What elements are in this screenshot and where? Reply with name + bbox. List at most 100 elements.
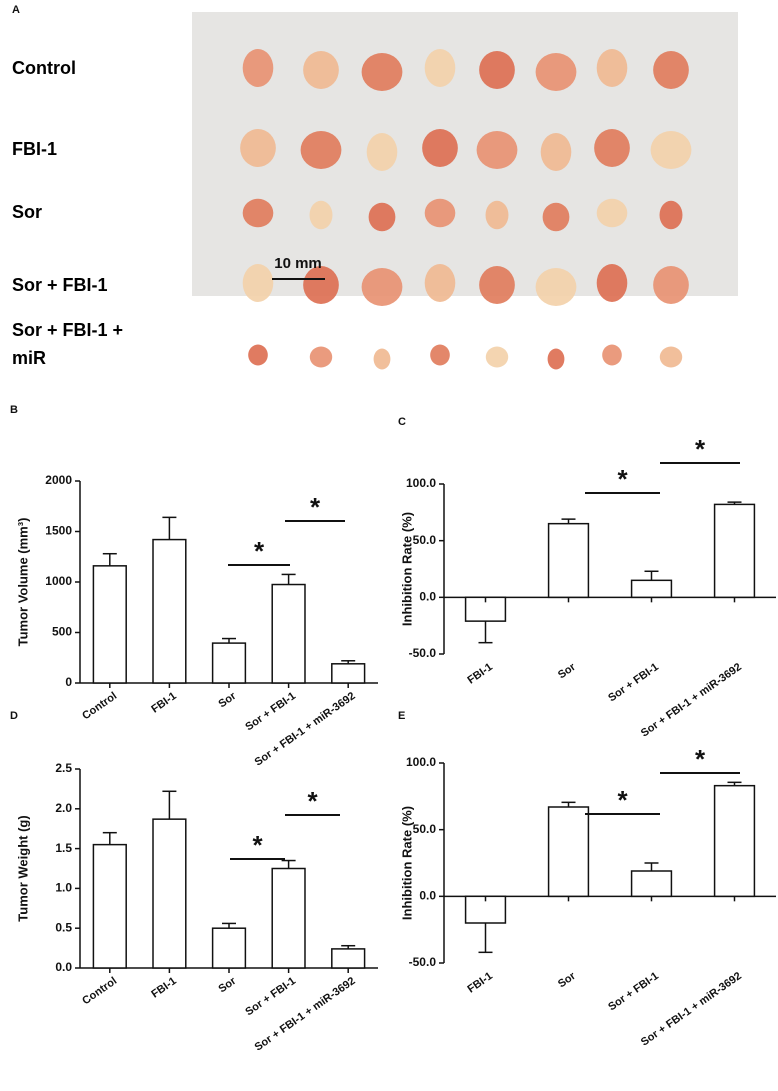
significance-star: *: [254, 536, 265, 566]
y-tick-label: 1000: [45, 574, 72, 588]
x-tick-label: FBI-1: [465, 970, 494, 996]
tumor: [373, 348, 391, 370]
tumor: [594, 129, 630, 167]
tumor: [361, 53, 403, 91]
tumor: [242, 264, 274, 302]
row-label: FBI-1: [12, 139, 57, 159]
tumor: [535, 268, 577, 306]
panel-letter: D: [10, 710, 18, 722]
tumor: [542, 202, 570, 232]
x-tick-label: Control: [80, 975, 119, 1007]
tumor: [422, 129, 458, 167]
x-tick-label: Sor: [216, 975, 238, 996]
y-tick-label: 1.0: [55, 881, 72, 895]
tumor: [535, 53, 577, 91]
x-tick-label: Sor + FBI-1: [243, 690, 298, 733]
bar: [211, 927, 247, 969]
bar: [547, 806, 590, 898]
y-tick-label: 2.5: [55, 761, 72, 775]
tumor: [596, 264, 628, 302]
row-label: Sor + FBI-1 + miR: [12, 320, 124, 368]
tumor: [479, 51, 515, 89]
bar: [152, 538, 187, 684]
y-tick-label: 50.0: [413, 533, 437, 547]
tumor: [303, 266, 339, 304]
significance-star: *: [617, 464, 628, 494]
tumor: [485, 200, 509, 230]
row-label: Sor + FBI-1: [12, 275, 108, 295]
tumor: [248, 344, 268, 366]
tumor: [659, 346, 683, 368]
bar: [547, 522, 590, 599]
y-tick-label: 0.0: [55, 960, 72, 974]
panel-letter: E: [398, 710, 405, 722]
tumor: [430, 344, 450, 366]
tumor: [424, 49, 456, 87]
bar: [271, 867, 306, 969]
significance-star: *: [252, 830, 263, 860]
significance-star: *: [695, 434, 706, 464]
tumor: [368, 202, 396, 232]
tumor: [300, 131, 342, 169]
y-tick-label: 50.0: [413, 822, 437, 836]
tumor: [366, 133, 398, 171]
bar: [92, 565, 127, 684]
panel-letter: B: [10, 404, 18, 416]
y-tick-label: 0.5: [55, 920, 72, 934]
row-label: Control: [12, 58, 76, 78]
y-axis-label: Inhibition Rate (%): [399, 806, 414, 920]
x-tick-label: Sor: [556, 661, 578, 682]
y-tick-label: 2000: [45, 473, 72, 487]
y-tick-label: 1.5: [55, 841, 72, 855]
tumor: [303, 51, 339, 89]
tumor: [424, 198, 456, 228]
y-tick-label: 100.0: [406, 755, 436, 769]
bar: [331, 663, 366, 684]
y-tick-label: 0: [65, 675, 72, 689]
tumor: [485, 346, 509, 368]
bar: [211, 642, 247, 684]
bar: [713, 503, 756, 599]
bar: [713, 784, 756, 898]
significance-star: *: [617, 785, 628, 815]
tumor: [650, 131, 692, 169]
tumor: [659, 200, 683, 230]
y-tick-label: -50.0: [409, 955, 437, 969]
y-tick-label: 100.0: [406, 476, 436, 490]
x-tick-label: FBI-1: [149, 975, 178, 1001]
panel-letter: C: [398, 416, 406, 428]
tumor: [602, 344, 622, 366]
bar: [152, 818, 187, 969]
x-tick-label: Sor: [556, 970, 578, 991]
panel-letter: A: [12, 4, 20, 16]
tumor: [309, 346, 333, 368]
x-tick-label: FBI-1: [465, 661, 494, 687]
significance-star: *: [307, 786, 318, 816]
tumor: [653, 51, 689, 89]
tumor: [240, 129, 276, 167]
x-tick-label: Sor + FBI-1: [606, 970, 661, 1013]
tumor: [540, 133, 572, 171]
y-tick-label: 500: [52, 625, 72, 639]
tumors: [240, 49, 692, 370]
y-axis-label: Tumor Weight (g): [15, 815, 30, 921]
y-axis-label: Tumor Volume (mm³): [15, 518, 30, 647]
x-tick-label: Sor: [216, 690, 238, 711]
x-tick-label: Sor + FBI-1: [606, 661, 661, 704]
tumor: [242, 49, 274, 87]
x-tick-label: Sor + FBI-1 + miR-3692: [253, 975, 358, 1054]
y-axis-label: Inhibition Rate (%): [399, 512, 414, 626]
y-tick-label: 0.0: [419, 590, 436, 604]
x-tick-label: Control: [80, 690, 119, 722]
tumor: [596, 49, 628, 87]
y-tick-label: 1500: [45, 524, 72, 538]
tumor: [596, 198, 628, 228]
significance-star: *: [310, 492, 321, 522]
significance-star: *: [695, 744, 706, 774]
tumor: [424, 264, 456, 302]
y-tick-label: -50.0: [409, 646, 437, 660]
bar: [92, 843, 127, 969]
x-tick-label: FBI-1: [149, 690, 178, 716]
